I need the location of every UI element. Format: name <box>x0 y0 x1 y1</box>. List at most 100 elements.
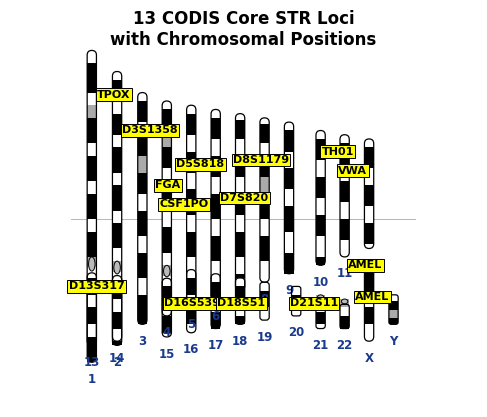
Bar <box>340 181 349 202</box>
Bar <box>112 147 122 173</box>
Bar <box>316 303 325 311</box>
Bar <box>211 194 220 219</box>
Text: AMEL: AMEL <box>355 292 390 302</box>
Bar <box>364 291 374 307</box>
Bar <box>87 320 96 362</box>
Bar <box>112 311 122 345</box>
Bar <box>162 286 171 303</box>
Bar <box>162 109 171 131</box>
Bar <box>236 257 245 274</box>
Bar <box>340 164 349 181</box>
Bar <box>284 122 294 131</box>
Text: 11: 11 <box>337 267 353 281</box>
Text: 10: 10 <box>313 276 329 289</box>
Bar <box>340 202 349 219</box>
Bar <box>284 131 294 151</box>
Bar <box>187 173 196 189</box>
Bar <box>260 124 269 143</box>
Text: 3: 3 <box>138 335 147 348</box>
Bar <box>138 156 147 173</box>
Bar <box>389 318 398 324</box>
Text: TPOX: TPOX <box>97 90 131 100</box>
Bar <box>112 185 122 211</box>
Text: 7: 7 <box>236 301 244 314</box>
Text: 1: 1 <box>88 373 96 386</box>
Bar <box>260 219 269 236</box>
Bar <box>236 215 245 231</box>
Bar <box>112 80 122 101</box>
Bar <box>364 324 374 341</box>
Bar <box>162 211 171 227</box>
Text: D5S818: D5S818 <box>176 159 224 169</box>
Bar <box>211 299 220 311</box>
Bar <box>87 274 96 303</box>
Text: 9: 9 <box>285 284 293 297</box>
Bar <box>292 307 301 316</box>
Text: 18: 18 <box>232 335 248 348</box>
Text: X: X <box>365 352 374 365</box>
Bar <box>284 189 294 206</box>
Bar <box>138 194 147 211</box>
Bar <box>187 189 196 215</box>
Bar <box>87 303 96 320</box>
Text: CSF1PO: CSF1PO <box>159 199 208 209</box>
Bar <box>187 274 196 299</box>
Bar <box>112 101 122 114</box>
Bar <box>187 215 196 231</box>
Text: 4: 4 <box>163 327 171 339</box>
Bar <box>112 249 122 265</box>
Bar <box>87 118 96 143</box>
Bar <box>112 329 122 341</box>
Bar <box>87 307 96 324</box>
Bar <box>162 333 171 337</box>
Text: VWA: VWA <box>338 166 367 176</box>
Bar <box>292 286 301 295</box>
Bar <box>87 219 96 231</box>
Text: D8S1179: D8S1179 <box>233 155 289 165</box>
Text: 16: 16 <box>183 343 200 356</box>
Bar <box>112 114 122 135</box>
Bar <box>364 223 374 244</box>
Bar <box>162 269 171 295</box>
Bar <box>211 177 220 194</box>
Text: 14: 14 <box>109 352 125 365</box>
Bar <box>211 219 220 236</box>
Bar <box>340 316 349 329</box>
Bar <box>162 295 171 316</box>
Bar <box>389 301 398 309</box>
Bar <box>260 282 269 291</box>
Bar <box>364 185 374 206</box>
Text: 6: 6 <box>211 309 220 323</box>
Bar <box>87 143 96 156</box>
Bar <box>112 223 122 249</box>
Bar <box>138 101 147 122</box>
Bar <box>236 231 245 257</box>
Bar <box>162 131 171 147</box>
Bar <box>187 269 196 278</box>
Bar <box>340 143 349 164</box>
Bar <box>260 236 269 261</box>
Text: 13 CODIS Core STR Loci: 13 CODIS Core STR Loci <box>132 10 355 28</box>
Text: 2: 2 <box>113 356 121 369</box>
Bar <box>316 295 325 303</box>
Bar <box>187 295 196 307</box>
Bar <box>316 215 325 236</box>
Bar <box>316 311 325 324</box>
Text: D16S539: D16S539 <box>164 298 220 308</box>
Bar <box>162 185 171 211</box>
Text: 13: 13 <box>84 356 100 369</box>
Bar <box>138 137 147 156</box>
Bar <box>112 271 122 282</box>
Bar <box>87 295 96 307</box>
Bar <box>162 147 171 168</box>
Bar <box>340 219 349 240</box>
Bar <box>87 156 96 181</box>
Bar <box>87 50 96 63</box>
Bar <box>138 173 147 194</box>
Text: 5: 5 <box>187 318 195 331</box>
Bar <box>211 156 220 177</box>
Bar <box>187 105 196 114</box>
Text: 17: 17 <box>207 339 224 352</box>
Bar <box>187 257 196 274</box>
Bar <box>211 261 220 278</box>
